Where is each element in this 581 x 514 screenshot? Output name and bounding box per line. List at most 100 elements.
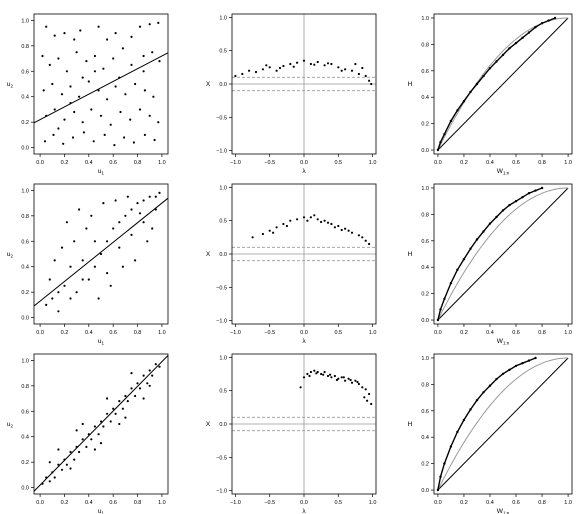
kendall-point: [436, 148, 440, 152]
data-point: [53, 259, 56, 262]
data-point: [142, 397, 145, 400]
data-point: [71, 136, 75, 139]
y-tick-label: 0.5: [219, 49, 227, 55]
data-point: [130, 208, 133, 211]
data-point: [53, 108, 56, 111]
data-point: [51, 297, 54, 300]
data-point: [119, 110, 122, 114]
panel-row1-chi-plot: −1.0 −0.5 0.0 0.5 1.0 −1.0 −0.5 0.0 0.5 1.0 λ X: [206, 13, 377, 175]
x-axis-label-subscript: 1:n: [503, 341, 510, 346]
y-tick-label: 1.0: [21, 18, 29, 24]
data-point: [315, 372, 318, 375]
data-point: [254, 70, 258, 74]
y-tick-label: 0.6: [21, 69, 29, 75]
kendall-point: [521, 196, 524, 199]
x-axis-label: W1:n: [497, 168, 510, 176]
data-point: [299, 386, 302, 389]
y-tick-label: 0.4: [21, 265, 29, 271]
y-tick-label: 0.0: [421, 488, 429, 494]
data-point: [134, 82, 137, 86]
y-axis-label-main: u: [7, 421, 11, 428]
x-tick-label: 0.5: [334, 160, 342, 166]
data-point: [93, 425, 96, 428]
data-point: [63, 284, 66, 287]
data-point: [234, 74, 237, 78]
data-point: [75, 51, 78, 54]
data-point: [62, 142, 65, 145]
plot-frame: [33, 183, 169, 325]
data-point: [114, 199, 117, 202]
x-tick-label: 1.0: [369, 500, 377, 506]
data-point: [134, 259, 137, 262]
data-point: [48, 461, 51, 464]
kendall-point: [456, 109, 459, 112]
kendall-point: [540, 22, 544, 25]
data-point: [113, 144, 116, 147]
data-point: [344, 68, 347, 71]
data-point: [330, 376, 333, 379]
x-tick-label: 0.5: [334, 500, 342, 506]
y-tick-label: −0.5: [216, 115, 227, 121]
x-tick-label: 0.2: [460, 330, 468, 336]
data-point: [306, 372, 309, 376]
data-point: [60, 246, 64, 249]
data-point: [99, 442, 103, 445]
data-point: [158, 191, 161, 194]
y-axis-label-main: X: [206, 251, 211, 258]
diagonal-reference-line: [437, 357, 569, 491]
data-point: [69, 467, 72, 470]
kendall-point: [439, 140, 442, 144]
data-point: [313, 214, 316, 217]
data-point: [142, 374, 145, 377]
data-point: [142, 54, 145, 58]
x-tick-label: −0.5: [264, 500, 275, 506]
data-point: [337, 224, 340, 228]
x-tick-label: 0.8: [134, 160, 142, 166]
data-point: [285, 224, 288, 228]
y-tick-label: 1.0: [219, 185, 227, 191]
kendall-point: [443, 297, 446, 301]
y-tick-label: 1.0: [421, 16, 429, 22]
y-tick-label: 0.4: [21, 95, 29, 101]
kendall-point: [527, 359, 531, 362]
x-tick-label: 0.0: [300, 160, 308, 166]
kendall-point: [553, 16, 557, 20]
y-axis-label: u2: [7, 251, 14, 259]
data-point: [143, 89, 146, 92]
data-point: [151, 51, 154, 54]
kendall-point: [469, 247, 472, 250]
data-point: [99, 252, 103, 256]
data-point: [93, 265, 96, 268]
y-tick-label: 0.2: [21, 460, 29, 466]
data-point: [146, 240, 149, 243]
data-point: [313, 369, 316, 372]
x-axis-label-main: u: [98, 168, 102, 175]
data-point: [302, 59, 306, 62]
data-point: [356, 380, 359, 384]
data-point: [337, 66, 340, 69]
kendall-point: [534, 356, 537, 360]
x-tick-label: 0.2: [61, 330, 69, 336]
data-point: [361, 236, 364, 239]
x-tick-label: 0.8: [538, 330, 546, 336]
y-axis-label-main: u: [7, 251, 11, 258]
x-tick-label: 0.0: [36, 160, 44, 166]
data-point: [69, 297, 72, 300]
data-point: [368, 79, 371, 82]
data-point: [65, 463, 68, 466]
x-tick-label: 1.0: [369, 160, 377, 166]
data-point: [81, 259, 84, 262]
y-axis-label: X: [206, 251, 211, 258]
data-point: [65, 221, 68, 224]
data-point: [97, 297, 100, 300]
data-point: [302, 216, 306, 219]
data-point: [361, 66, 364, 70]
x-tick-label: 0.4: [85, 330, 93, 336]
x-axis-label-main: λ: [302, 168, 306, 175]
x-tick-label: 0.8: [134, 330, 142, 336]
data-point: [370, 82, 373, 86]
data-point: [329, 373, 332, 376]
data-point: [265, 64, 268, 67]
x-tick-label: −0.5: [264, 160, 275, 166]
